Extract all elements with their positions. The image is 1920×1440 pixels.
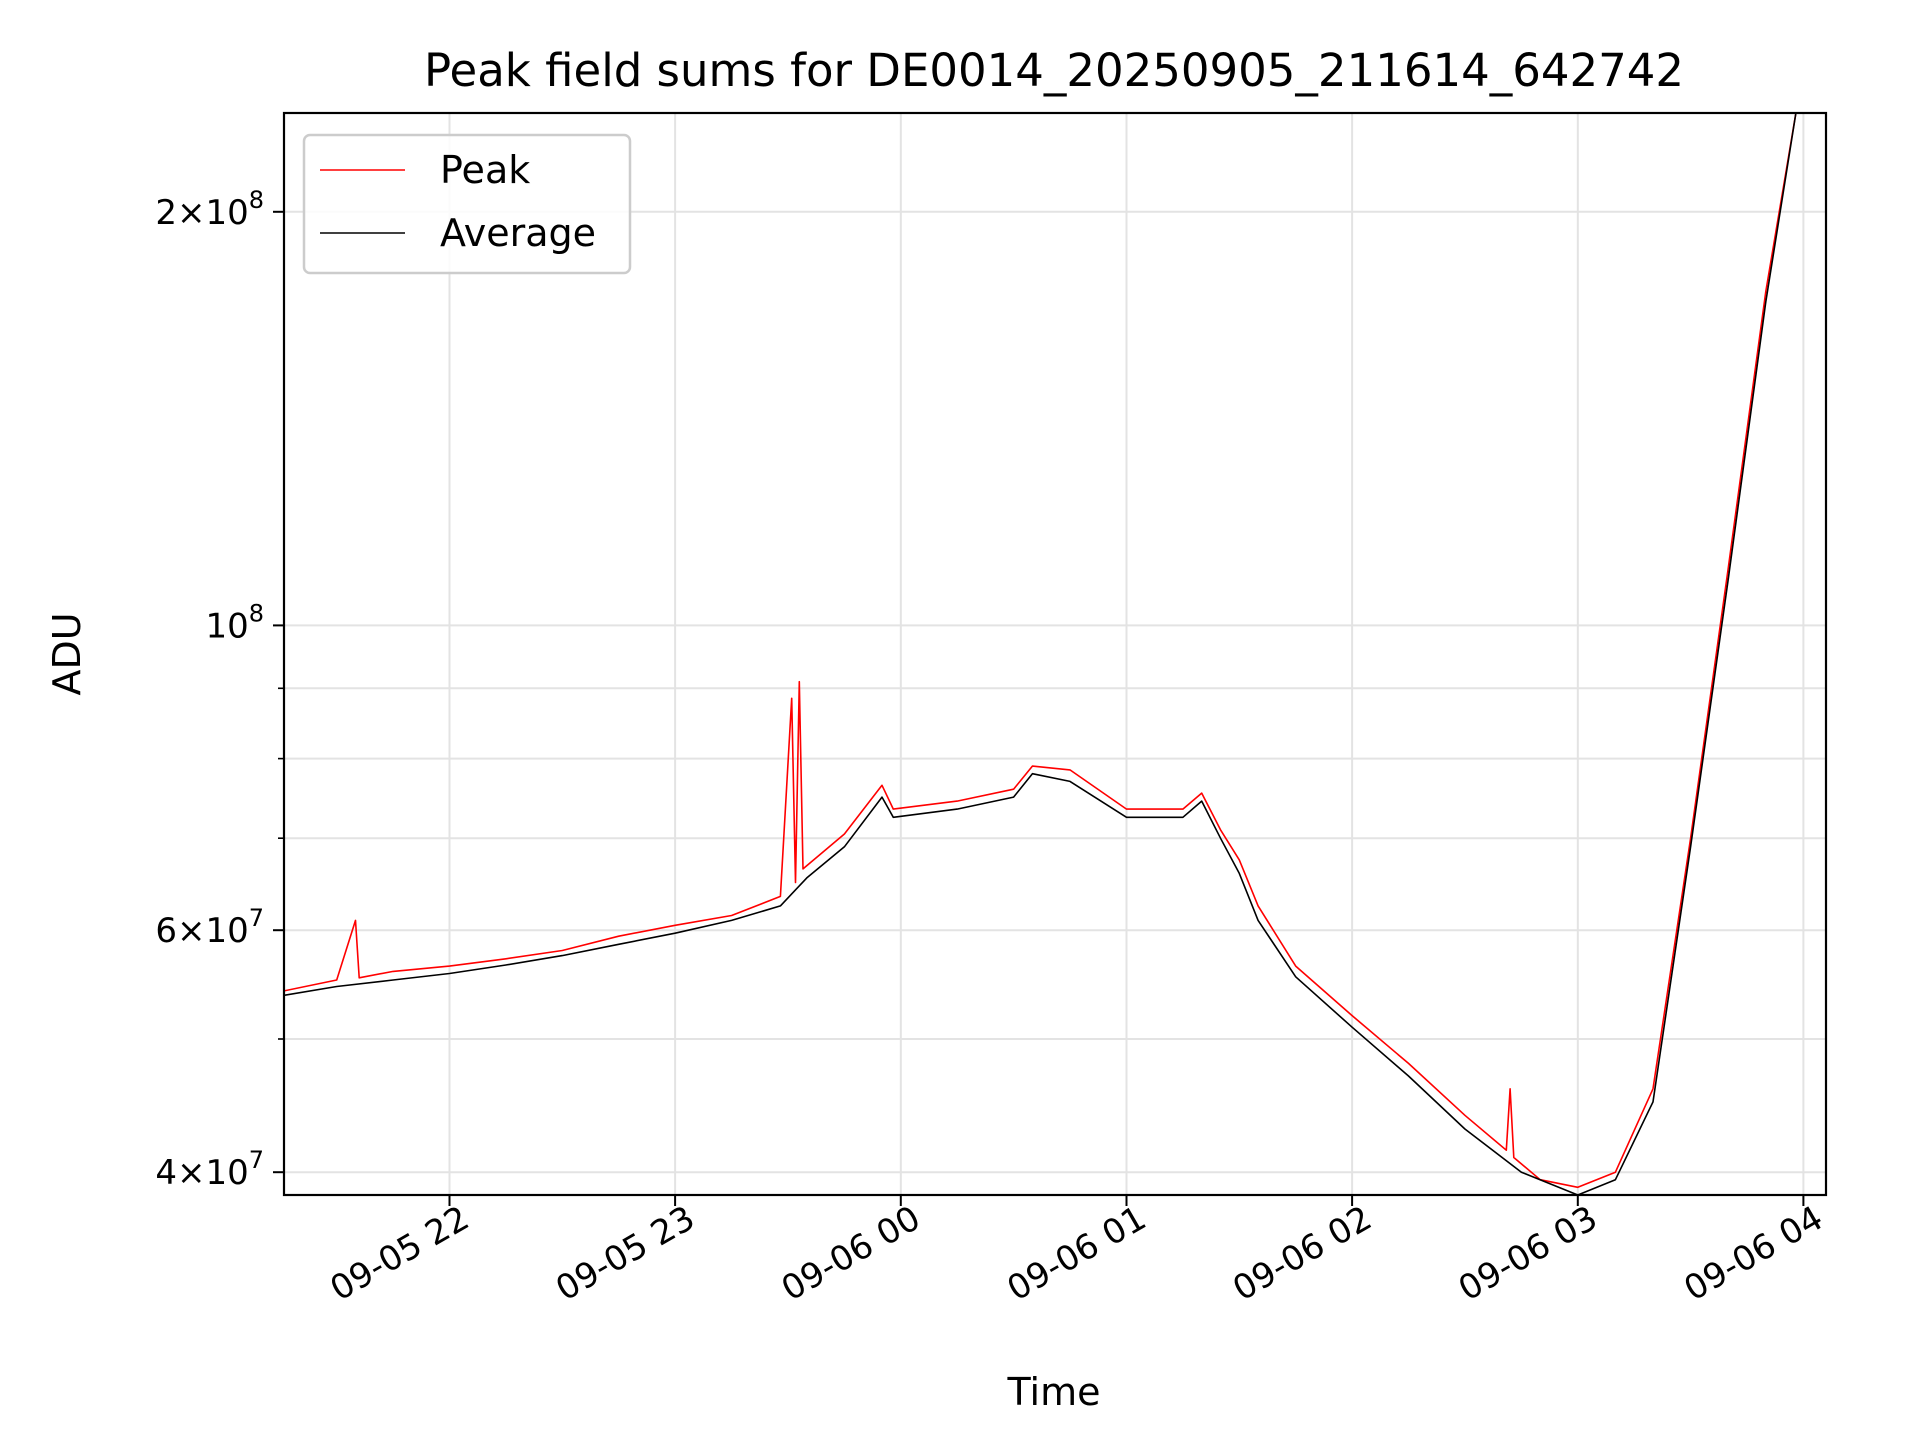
y-axis-label: ADU [45, 612, 89, 695]
y-tick-label: 2×108 [155, 186, 264, 233]
legend-label-peak: Peak [440, 148, 530, 192]
legend-label-average: Average [440, 211, 596, 255]
series-line-average [284, 113, 1797, 1195]
y-tick-label: 6×107 [155, 904, 264, 951]
chart-title: Peak field sums for DE0014_20250905_2116… [424, 44, 1684, 97]
series-lines [284, 113, 1797, 1195]
legend: Peak Average [302, 133, 632, 275]
y-tick-label: 4×107 [155, 1146, 264, 1193]
plot-frame [282, 111, 1828, 1197]
series-line-peak [284, 113, 1797, 1189]
y-tick-label: 108 [205, 599, 264, 646]
x-axis-label: Time [1007, 1370, 1101, 1414]
